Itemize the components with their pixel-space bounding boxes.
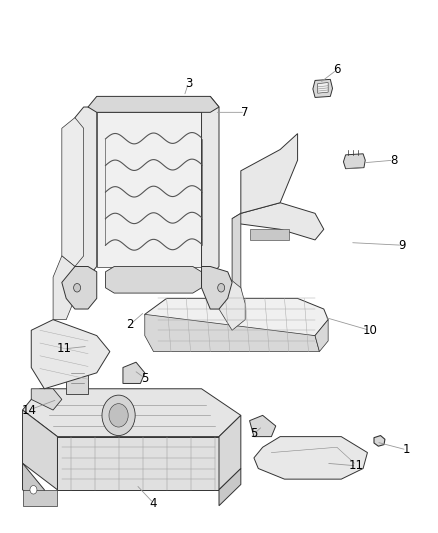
- Polygon shape: [66, 357, 88, 394]
- Text: 10: 10: [362, 324, 377, 337]
- Polygon shape: [343, 154, 365, 168]
- Text: 1: 1: [403, 443, 410, 456]
- Text: 2: 2: [126, 319, 133, 332]
- Polygon shape: [31, 320, 110, 389]
- Polygon shape: [62, 118, 84, 266]
- Polygon shape: [318, 83, 328, 93]
- Polygon shape: [201, 96, 219, 277]
- Text: 4: 4: [150, 497, 157, 510]
- Polygon shape: [22, 389, 241, 437]
- Text: 3: 3: [185, 77, 192, 90]
- Polygon shape: [250, 229, 289, 240]
- Circle shape: [109, 403, 128, 427]
- Polygon shape: [22, 410, 57, 490]
- Polygon shape: [145, 314, 319, 352]
- Circle shape: [102, 395, 135, 435]
- Polygon shape: [219, 277, 245, 330]
- Text: 11: 11: [349, 459, 364, 472]
- Text: 9: 9: [399, 239, 406, 252]
- Polygon shape: [106, 266, 201, 293]
- Text: 5: 5: [141, 372, 148, 385]
- Polygon shape: [232, 203, 324, 240]
- Polygon shape: [313, 79, 332, 98]
- Circle shape: [74, 284, 81, 292]
- Polygon shape: [241, 134, 297, 213]
- Polygon shape: [22, 463, 44, 506]
- Polygon shape: [75, 107, 97, 277]
- Polygon shape: [145, 298, 328, 336]
- Polygon shape: [22, 490, 57, 506]
- Polygon shape: [97, 112, 210, 266]
- Text: 8: 8: [390, 154, 397, 167]
- Text: 5: 5: [250, 427, 258, 440]
- Polygon shape: [374, 435, 385, 446]
- Polygon shape: [31, 389, 62, 410]
- Text: 7: 7: [241, 106, 249, 119]
- Polygon shape: [88, 96, 219, 112]
- Circle shape: [218, 284, 225, 292]
- Polygon shape: [57, 437, 219, 490]
- Polygon shape: [250, 415, 276, 437]
- Polygon shape: [123, 362, 145, 383]
- Text: 14: 14: [21, 403, 37, 416]
- Polygon shape: [315, 320, 328, 352]
- Polygon shape: [254, 437, 367, 479]
- Polygon shape: [201, 266, 232, 309]
- Text: 11: 11: [57, 342, 71, 356]
- Polygon shape: [53, 256, 75, 320]
- Polygon shape: [219, 415, 241, 490]
- Circle shape: [30, 486, 37, 494]
- Polygon shape: [219, 469, 241, 506]
- Polygon shape: [232, 213, 241, 298]
- Text: 6: 6: [333, 63, 341, 76]
- Polygon shape: [62, 266, 97, 309]
